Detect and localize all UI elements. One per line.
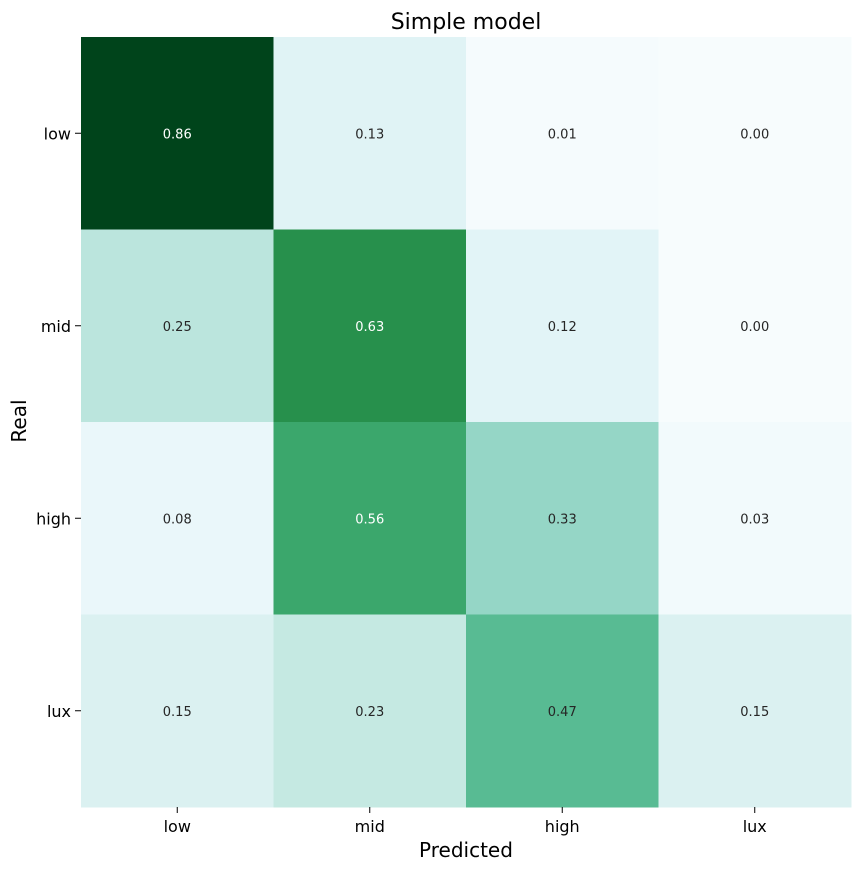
heatmap-cell-low-low	[81, 37, 274, 230]
heatmap-cell-low-high	[466, 37, 659, 230]
cell-value-label-lux-high: 0.47	[548, 705, 577, 720]
x-axis-ticks: low mid high lux	[164, 807, 767, 836]
cell-value-label-high-lux: 0.03	[740, 512, 769, 527]
heatmap-cell-high-mid	[273, 422, 467, 615]
heatmap-cell-mid-mid	[273, 229, 467, 423]
heatmap-cell-lux-low	[81, 614, 274, 808]
y-axis-ticks: low mid high lux	[36, 124, 81, 721]
heatmap-cell-lux-lux	[658, 614, 852, 808]
cell-value-label-mid-high: 0.12	[548, 320, 577, 335]
heatmap-cell-lux-mid	[273, 614, 467, 808]
cell-value-label-high-mid: 0.56	[355, 512, 384, 527]
heatmap-cell-mid-high	[466, 229, 659, 423]
x-axis-label: Predicted	[419, 838, 513, 862]
heatmap-cell-high-low	[81, 422, 274, 615]
cell-value-label-mid-low: 0.25	[163, 320, 192, 335]
y-tick-label-mid: mid	[41, 317, 71, 336]
cell-value-label-lux-lux: 0.15	[740, 705, 769, 720]
cell-value-label-lux-mid: 0.23	[355, 705, 384, 720]
y-tick-label-low: low	[44, 124, 71, 143]
cell-value-label-mid-mid: 0.63	[355, 320, 384, 335]
x-tick-label-lux: lux	[743, 817, 767, 836]
heatmap-cell-mid-lux	[658, 229, 852, 423]
heatmap-cell-low-mid	[273, 37, 467, 230]
x-tick-label-low: low	[164, 817, 191, 836]
cell-value-label-low-high: 0.01	[548, 127, 577, 142]
y-tick-label-high: high	[36, 509, 71, 528]
heatmap-cell-low-lux	[658, 37, 852, 230]
heatmap-cell-mid-low	[81, 229, 274, 423]
chart-title: Simple model	[391, 10, 542, 35]
y-tick-label-lux: lux	[47, 702, 71, 721]
cell-value-label-low-low: 0.86	[163, 127, 192, 142]
heatmap-cell-lux-high	[466, 614, 659, 808]
cell-value-label-low-lux: 0.00	[740, 127, 769, 142]
cell-value-label-lux-low: 0.15	[163, 705, 192, 720]
x-tick-label-high: high	[545, 817, 580, 836]
cell-value-label-mid-lux: 0.00	[740, 320, 769, 335]
heatmap-cell-high-high	[466, 422, 659, 615]
heatmap-cell-high-lux	[658, 422, 852, 615]
cell-value-label-high-low: 0.08	[163, 512, 192, 527]
cell-value-label-high-high: 0.33	[548, 512, 577, 527]
y-axis-label: Real	[7, 399, 31, 442]
cell-value-label-low-mid: 0.13	[355, 127, 384, 142]
x-tick-label-mid: mid	[355, 817, 385, 836]
heatmap-cells: 0.86 0.13 0.01 0.00 0.25 0.63 0.12 0.00 0.08 0.56…	[81, 37, 852, 808]
